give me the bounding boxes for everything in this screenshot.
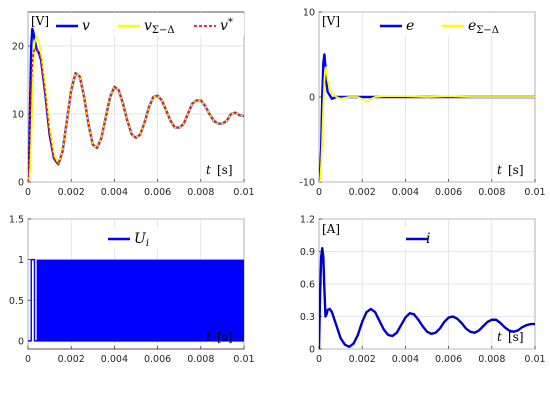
x-tick-label: 0.008 (187, 354, 214, 365)
legend-box (48, 14, 244, 36)
y-tick-label: 0.9 (300, 247, 315, 258)
x-tick-label: 0.004 (392, 187, 419, 198)
grid (27, 12, 245, 183)
x-tick-label: 0.01 (524, 187, 545, 198)
series-line (319, 66, 535, 182)
x-tick-label: 0 (316, 354, 322, 365)
x-tick-label: 0.006 (144, 354, 171, 365)
y-tick-label: 10 (303, 8, 315, 19)
plot-area (27, 11, 245, 183)
legend-label-i: i (426, 231, 430, 247)
y-tick-label: 0 (309, 345, 315, 356)
y-unit-label: [V] (31, 14, 49, 28)
x-axis-label: t [s] (497, 163, 524, 177)
series-layer (319, 247, 535, 349)
y-unit-label: [V] (322, 14, 340, 28)
y-tick-label: 0 (18, 178, 24, 189)
x-tick-label: 0.006 (144, 187, 171, 198)
legend: v vΣ−Δ v* (48, 14, 244, 36)
series-line (28, 258, 244, 342)
panel-voltage: 0 0.002 0.004 0.006 0.008 0.01 0 10 20 [V] t [s]… (12, 11, 255, 199)
x-tick-label: 0.002 (349, 354, 376, 365)
x-axis-unit: [s] (217, 163, 233, 177)
x-tick-label: 0.002 (349, 187, 376, 198)
x-axis-symbol: t (497, 163, 502, 177)
x-tick-label: 0.008 (478, 354, 505, 365)
y-tick-label: 1.2 (300, 215, 315, 226)
x-axis-symbol: t (206, 163, 211, 177)
x-axis-label: t [s] (497, 330, 524, 344)
x-tick-label: 0.006 (435, 187, 462, 198)
legend-label-e: e (406, 18, 414, 34)
x-axis-unit: [s] (508, 163, 524, 177)
x-tick-label: 0.008 (187, 187, 214, 198)
legend: e eΣ−Δ (374, 14, 520, 36)
x-axis-unit: [s] (508, 330, 524, 344)
y-tick-label: 0 (18, 336, 24, 347)
grid (318, 218, 536, 350)
x-tick-label: 0.008 (478, 187, 505, 198)
y-tick-label: 0.3 (300, 312, 315, 323)
y-unit-label: [A] (322, 222, 340, 236)
series-line (319, 247, 535, 349)
series-layer (319, 53, 535, 182)
y-tick-label: 0.5 (9, 296, 24, 307)
x-axis-symbol: t (206, 330, 211, 344)
x-tick-label: 0.01 (233, 187, 254, 198)
legend-label-vsd: vΣ−Δ (144, 18, 175, 36)
x-tick-label: 0.006 (435, 354, 462, 365)
legend-label-esd: eΣ−Δ (468, 18, 499, 36)
tick-labels: 0 0.002 0.004 0.006 0.008 0.01 0 0.3 0.6 0.9 1.2 (300, 215, 546, 366)
y-tick-label: 10 (12, 110, 24, 121)
switching-band (36, 259, 244, 341)
x-tick-label: 0.002 (58, 354, 85, 365)
x-tick-label: 0.01 (524, 354, 545, 365)
y-tick-label: -10 (299, 178, 315, 189)
y-tick-label: 1 (18, 255, 24, 266)
panel-current: 0 0.002 0.004 0.006 0.008 0.01 0 0.3 0.6 0.9 1.2 [… (300, 215, 546, 366)
x-tick-label: 0.01 (233, 354, 254, 365)
series-layer (28, 258, 244, 342)
legend-label-vstar: v* (220, 17, 233, 34)
y-tick-label: 0 (309, 93, 315, 104)
legend-box (102, 227, 164, 249)
x-tick-label: 0.004 (101, 354, 128, 365)
x-axis-unit: [s] (217, 330, 233, 344)
x-axis-symbol: t (497, 330, 502, 344)
y-tick-label: 20 (12, 42, 24, 53)
legend: Ui (102, 227, 164, 249)
x-tick-label: 0 (25, 187, 31, 198)
y-tick-label: 0.6 (300, 280, 315, 291)
tick-labels: 0 0.002 0.004 0.006 0.008 0.01 0 10 20 (12, 42, 255, 199)
series-line (28, 48, 244, 182)
x-axis-label: t [s] (206, 330, 233, 344)
x-tick-label: 0.004 (392, 354, 419, 365)
series-layer (28, 27, 244, 182)
legend-label-ui: Ui (134, 231, 149, 249)
legend-label-v: v (82, 18, 90, 34)
legend: i (400, 227, 444, 249)
y-tick-label: 1.5 (9, 215, 24, 226)
x-tick-label: 0 (25, 354, 31, 365)
x-tick-label: 0.004 (101, 187, 128, 198)
x-tick-label: 0 (316, 187, 322, 198)
tick-labels: 0 0.002 0.004 0.006 0.008 0.01 0 0.5 1 1.5 (9, 215, 255, 366)
x-tick-label: 0.002 (58, 187, 85, 198)
x-axis-label: t [s] (206, 163, 233, 177)
